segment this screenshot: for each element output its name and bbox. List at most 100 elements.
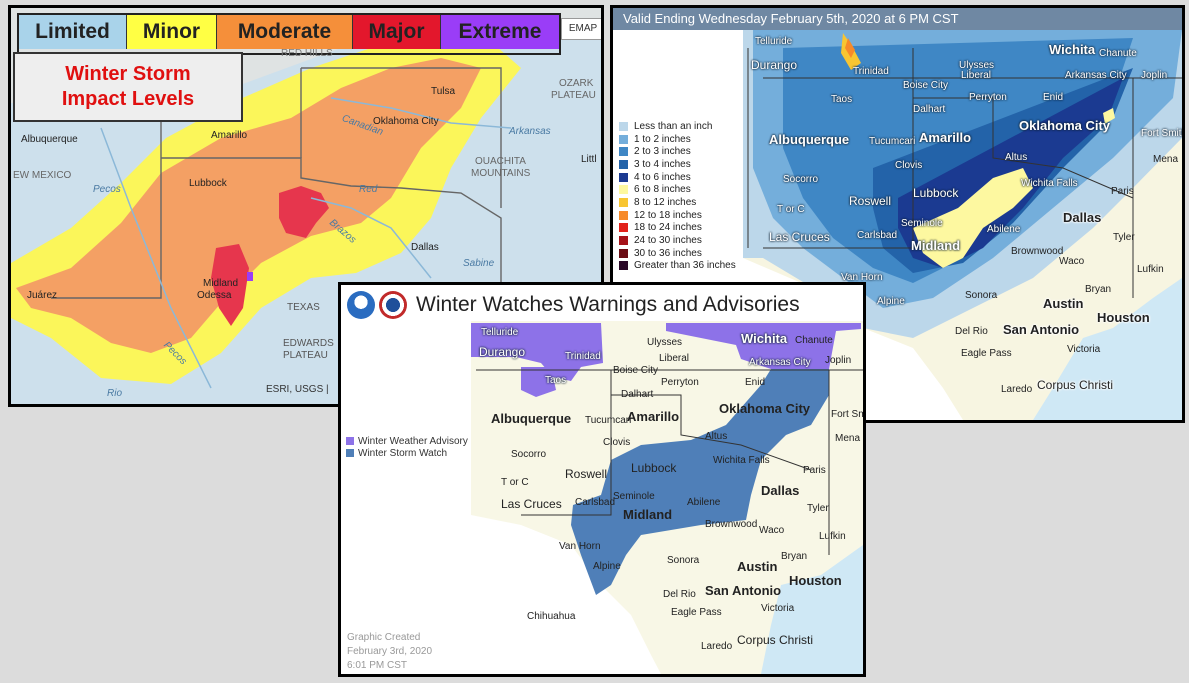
snow-city-liberal: Liberal <box>961 70 992 81</box>
label-dallas: Dallas <box>411 242 439 253</box>
label-red-hills: RED HILLS <box>281 48 333 59</box>
snow-city-van-horn: Van Horn <box>841 272 883 283</box>
snow-city-clovis: Clovis <box>895 160 923 171</box>
snow-city-boise-city: Boise City <box>903 80 949 91</box>
label-albuquerque: Albuquerque <box>21 134 78 145</box>
snow-city-eagle-pass: Eagle Pass <box>961 348 1012 359</box>
wwa-city-mena: Mena <box>835 433 861 444</box>
wwa-city-albuquerque: Albuquerque <box>491 411 572 426</box>
snow-city-austin: Austin <box>1043 296 1084 311</box>
snow-city-enid: Enid <box>1043 92 1064 103</box>
wwa-city-lufkin: Lufkin <box>819 531 846 542</box>
legend-label: Winter Storm Watch <box>358 447 448 459</box>
legend-label: Greater than 36 inches <box>634 260 736 272</box>
snow-city-bryan: Bryan <box>1085 284 1112 295</box>
wwa-city-joplin: Joplin <box>825 355 852 366</box>
snow-city-sonora: Sonora <box>965 290 998 301</box>
label-ozark-plateau: PLATEAU <box>551 90 596 101</box>
wwa-city-waco: Waco <box>759 525 785 536</box>
nws-logo <box>379 291 407 319</box>
warning-legend-item: Winter Storm Watch <box>346 447 468 459</box>
created-date: February 3rd, 2020 <box>347 646 433 657</box>
wwa-city-dalhart: Dalhart <box>621 389 654 400</box>
snow-city-t-or-c: T or C <box>777 204 805 215</box>
legend-swatch <box>346 449 354 457</box>
legend-minor: Minor <box>127 15 217 49</box>
snowfall-map-panel: Valid Ending Wednesday February 5th, 202… <box>610 5 1185 423</box>
wwa-city-altus: Altus <box>705 431 728 442</box>
wwa-city-trinidad: Trinidad <box>565 351 601 362</box>
wwa-city-taos: Taos <box>545 375 567 386</box>
snow-legend-item: 4 to 6 inches <box>619 171 747 184</box>
snow-city-wichita: Wichita <box>1049 42 1096 57</box>
snow-city-tucumcari: Tucumcari <box>869 136 916 147</box>
snow-legend-item: Less than an inch <box>619 120 747 133</box>
snow-city-wichita-falls: Wichita Falls <box>1021 178 1078 189</box>
snow-city-mena: Mena <box>1153 154 1179 165</box>
warning-legend-item: Winter Weather Advisory <box>346 435 468 447</box>
legend-label: 4 to 6 inches <box>634 171 691 183</box>
legend-swatch <box>346 437 354 445</box>
wwa-city-fort-smith: Fort Smith <box>831 409 866 420</box>
impact-title: Winter Storm Impact Levels <box>13 52 243 122</box>
snow-city-taos: Taos <box>831 94 853 105</box>
snow-city-alpine: Alpine <box>877 296 905 307</box>
label-mountains: MOUNTAINS <box>471 168 531 179</box>
label-juarez: Juárez <box>27 290 58 301</box>
snow-city-ulysses: Ulysses <box>959 60 995 71</box>
warnings-map-canvas <box>471 321 863 674</box>
wwa-city-tucumcari: Tucumcari <box>585 415 632 426</box>
label-amarillo: Amarillo <box>211 130 248 141</box>
snow-city-socorro: Socorro <box>783 174 819 185</box>
snow-city-paris: Paris <box>1111 186 1134 197</box>
wwa-city-las-cruces: Las Cruces <box>501 497 562 511</box>
snow-city-chanute: Chanute <box>1099 48 1137 59</box>
snow-legend-item: 6 to 8 inches <box>619 183 747 196</box>
snow-legend-item: 18 to 24 inches <box>619 222 747 235</box>
label-rio: Rio <box>107 388 123 399</box>
snow-city-roswell: Roswell <box>849 194 892 208</box>
wwa-city-chihuahua: Chihuahua <box>527 611 576 622</box>
legend-swatch <box>619 261 628 271</box>
basemap-button[interactable]: EMAP <box>561 18 601 40</box>
legend-limited: Limited <box>19 15 127 49</box>
label-red-river: Red <box>359 184 378 195</box>
legend-label: Less than an inch <box>634 120 713 132</box>
legend-label: 24 to 30 inches <box>634 235 702 247</box>
snow-city-victoria: Victoria <box>1067 344 1101 355</box>
snow-city-telluride: Telluride <box>755 36 793 47</box>
legend-swatch <box>619 223 628 233</box>
snow-city-laredo: Laredo <box>1001 384 1033 395</box>
label-tulsa: Tulsa <box>431 86 456 97</box>
warnings-title: Winter Watches Warnings and Advisories <box>416 293 800 316</box>
wwa-city-clovis: Clovis <box>603 437 631 448</box>
legend-major: Major <box>353 15 441 49</box>
wwa-city-austin: Austin <box>737 559 778 574</box>
graphic-created-note: Graphic Created February 3rd, 2020 6:01 … <box>347 631 432 673</box>
snow-city-waco: Waco <box>1059 256 1085 267</box>
impact-title-text: Winter Storm Impact Levels <box>61 63 195 110</box>
legend-label: 2 to 3 inches <box>634 146 691 158</box>
snow-city-amarillo: Amarillo <box>919 130 972 145</box>
snow-legend-item: Greater than 36 inches <box>619 260 747 273</box>
label-little: Littl <box>581 154 597 165</box>
label-edwards: EDWARDS <box>283 338 334 349</box>
snowfall-valid-header: Valid Ending Wednesday February 5th, 202… <box>613 8 1182 30</box>
snow-city-corpus-christi: Corpus Christi <box>1037 378 1114 392</box>
wwa-city-san-antonio: San Antonio <box>705 583 782 598</box>
wwa-city-paris: Paris <box>803 465 826 476</box>
snow-city-houston: Houston <box>1097 310 1150 325</box>
snow-city-albuquerque: Albuquerque <box>769 132 850 147</box>
label-texas: TEXAS <box>287 302 320 313</box>
legend-label: 8 to 12 inches <box>634 196 697 208</box>
legend-moderate: Moderate <box>217 15 353 49</box>
snow-city-san-antonio: San Antonio <box>1003 322 1080 337</box>
warnings-legend: Winter Weather Advisory Winter Storm Wat… <box>346 435 468 459</box>
label-midland: Midland <box>203 278 239 289</box>
snow-city-altus: Altus <box>1005 152 1028 163</box>
legend-swatch <box>619 210 628 220</box>
snow-city-arkansas-city: Arkansas City <box>1065 70 1127 81</box>
noaa-logo <box>347 291 375 319</box>
wwa-city-houston: Houston <box>789 573 842 588</box>
legend-swatch <box>619 185 628 195</box>
